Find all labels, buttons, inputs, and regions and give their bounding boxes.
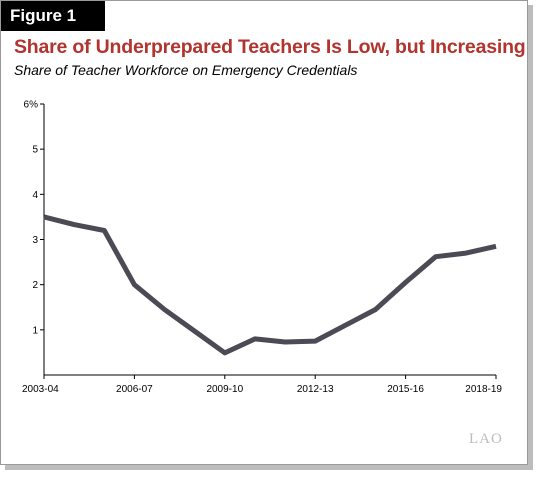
y-tick-label: 6% [24, 100, 39, 111]
x-tick-label: 2009-10 [206, 384, 243, 395]
y-tick-label: 3 [32, 235, 38, 246]
chart-title: Share of Underprepared Teachers Is Low, … [14, 36, 526, 58]
x-tick-label: 2006-07 [116, 384, 153, 395]
y-tick-label: 5 [32, 145, 38, 156]
figure-frame: Figure 1 Share of Underprepared Teachers… [0, 0, 528, 465]
y-tick-label: 1 [32, 325, 38, 336]
chart-series [43, 214, 497, 356]
chart-subtitle: Share of Teacher Workforce on Emergency … [14, 62, 358, 78]
figure-badge: Figure 1 [1, 1, 105, 31]
series-line [43, 214, 497, 356]
lao-logo: LAO [469, 431, 503, 447]
x-tick-label: 2012-13 [297, 384, 334, 395]
y-tick-label: 2 [32, 280, 38, 291]
y-tick-label: 4 [32, 190, 38, 201]
x-tick-label: 2018-19 [465, 384, 502, 395]
y-axis-ticks: 1 2 3 4 5 6% [24, 100, 44, 336]
x-tick-label: 2015-16 [387, 384, 424, 395]
x-tick-label: 2003-04 [22, 384, 59, 395]
x-axis-ticks: 2003-04 2006-07 2009-10 2012-13 2015-16 2018-… [22, 375, 502, 395]
